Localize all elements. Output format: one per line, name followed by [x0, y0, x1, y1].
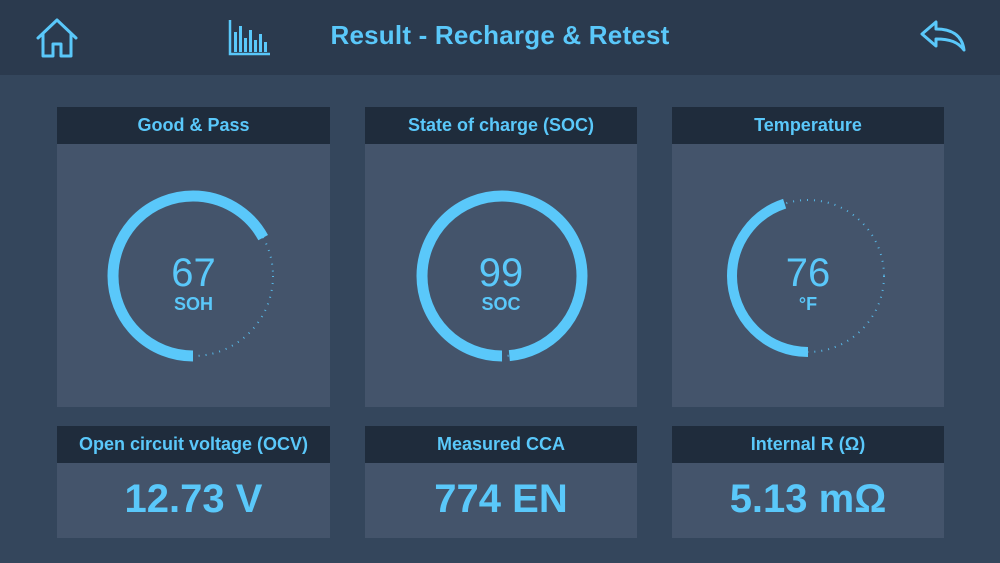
- ocv-card: 12.73 V: [57, 463, 330, 538]
- soh-card: 67 SOH: [57, 144, 330, 407]
- soh-unit: SOH: [173, 294, 213, 314]
- temp-gauge-svg: [727, 195, 889, 357]
- back-arrow-icon[interactable]: [918, 14, 968, 62]
- soh-card-title: Good & Pass: [57, 107, 330, 144]
- ir-card-title: Internal R (Ω): [672, 426, 944, 463]
- soh-value: 67: [171, 251, 216, 295]
- page-title: Result - Recharge & Retest: [330, 20, 670, 50]
- soc-card-title: State of charge (SOC): [365, 107, 637, 144]
- temp-gauge: [672, 144, 944, 407]
- cca-value: 774 EN: [434, 477, 568, 521]
- bar-chart-icon[interactable]: [224, 14, 274, 62]
- soc-unit: SOC: [481, 294, 521, 314]
- home-icon[interactable]: [32, 14, 82, 62]
- temp-unit: °F: [798, 294, 818, 314]
- cca-card: 774 EN: [365, 463, 637, 538]
- temp-card: 76 °F: [672, 144, 944, 407]
- soh-gauge-svg: [107, 190, 279, 362]
- ir-card: 5.13 mΩ: [672, 463, 944, 538]
- soh-gauge: [57, 144, 330, 407]
- soc-card: 99 SOC: [365, 144, 637, 407]
- temp-value: 76: [785, 251, 831, 295]
- ir-value: 5.13 mΩ: [729, 477, 887, 521]
- cca-card-title: Measured CCA: [365, 426, 637, 463]
- temp-card-title: Temperature: [672, 107, 944, 144]
- soc-gauge-svg: [416, 190, 588, 362]
- soc-value: 99: [478, 251, 524, 295]
- ocv-card-title: Open circuit voltage (OCV): [57, 426, 330, 463]
- ocv-value: 12.73 V: [124, 477, 263, 521]
- header-bar: Result - Recharge & Retest: [0, 0, 1000, 75]
- soc-gauge: [365, 144, 637, 407]
